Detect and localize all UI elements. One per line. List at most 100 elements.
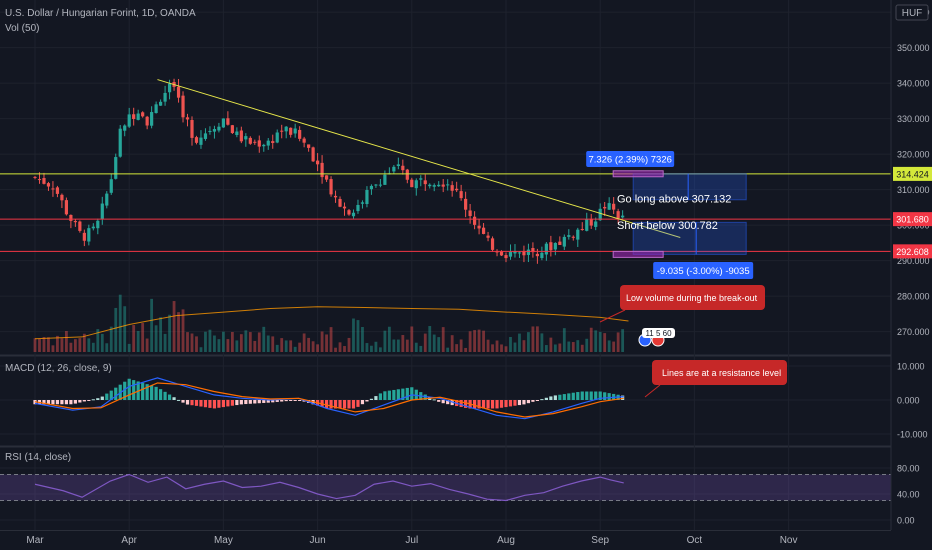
time-axis[interactable]: Mar Apr May Jun Jul Aug Sep Oct Nov (26, 535, 797, 546)
candle (473, 216, 477, 225)
event-badges[interactable]: 11 5 60 (638, 328, 675, 347)
macd-histogram-bar (284, 400, 288, 402)
candle (239, 130, 243, 142)
volume-bar (73, 339, 77, 352)
volume-callout-pointer (599, 309, 626, 323)
candle (531, 247, 535, 253)
volume-bar (87, 338, 91, 352)
candle (526, 249, 531, 255)
candle (499, 251, 504, 256)
candle (217, 126, 221, 131)
candle (621, 215, 625, 218)
long-position-box[interactable] (632, 173, 747, 201)
macd-histogram-bar (235, 400, 239, 406)
event-count-badge (642, 328, 675, 338)
macd-histogram-bar (212, 400, 217, 409)
candle (459, 191, 463, 199)
chart-annotation[interactable]: Short below 300.782 (617, 220, 718, 232)
volume-bar (544, 345, 548, 352)
candle (522, 251, 526, 256)
volume-bar (562, 328, 566, 352)
candle (419, 178, 423, 180)
candle (441, 184, 445, 187)
macd-histogram-bar (571, 392, 575, 400)
volume-bar (527, 332, 530, 352)
macd-signal-line (34, 382, 624, 418)
macd-histogram-bar (132, 380, 136, 400)
candle (414, 180, 418, 189)
trendline[interactable] (157, 79, 681, 239)
candle (490, 238, 495, 250)
macd-histogram-bar (621, 395, 625, 400)
volume-bar (199, 347, 203, 352)
volume-bar (401, 335, 405, 352)
candle (450, 185, 454, 191)
macd-histogram-bar (549, 396, 553, 400)
volume-bar (441, 327, 445, 352)
volume-bar (275, 344, 279, 352)
macd-callout[interactable]: Lines are at a resistance level (644, 360, 787, 398)
candle (365, 190, 369, 205)
macd-histogram-bar (423, 394, 427, 400)
event-count-text: 11 5 60 (645, 329, 672, 338)
volume-bar (361, 326, 364, 352)
volume-bar (365, 343, 369, 352)
volume-ma-line (34, 306, 629, 340)
volume-callout[interactable]: Low volume during the break-out (599, 285, 765, 323)
macd-histogram-bar (558, 394, 562, 400)
short-position-box[interactable] (632, 221, 747, 255)
volume-bar (598, 331, 602, 352)
macd-histogram-bar (356, 400, 360, 407)
volume-label: Vol (50) (5, 23, 39, 34)
candle (87, 228, 91, 242)
macd-histogram-bar (405, 387, 409, 400)
macd-histogram-bar (208, 400, 212, 408)
macd-histogram-bar (410, 387, 414, 400)
volume-bar (316, 344, 319, 352)
candle (316, 160, 320, 165)
candle (603, 206, 607, 209)
chart-annotation[interactable]: Go long above 307.132 (617, 193, 731, 205)
candle (558, 241, 562, 245)
level-price-tag-text: 301.680 (896, 215, 929, 225)
macd-histogram-bar (293, 400, 297, 401)
volume-bar (82, 333, 86, 352)
macd-histogram-bar (185, 400, 190, 405)
drawing-overlays[interactable]: 7.326 (2.39%) 7326 -9.035 (-3.00%) -9035 G… (0, 79, 891, 347)
macd-histogram-bar (55, 400, 60, 405)
candle (199, 137, 203, 145)
volume-bar (51, 345, 55, 352)
volume-bar (486, 339, 490, 352)
volume-bar (91, 342, 95, 352)
candle (320, 162, 324, 178)
macd-histogram-bar (490, 400, 495, 409)
candle (78, 221, 82, 231)
candle (244, 136, 248, 140)
volume-bar (446, 347, 450, 352)
candle (123, 125, 127, 131)
macd-histogram-bar (513, 400, 517, 406)
level-price-tag (893, 244, 932, 259)
candle (307, 144, 311, 148)
volume-bar (213, 335, 216, 352)
volume-bar (379, 347, 382, 352)
macd-histogram-bar (275, 400, 279, 402)
macd-histogram-bar (262, 400, 266, 403)
time-tick-label: Aug (497, 535, 515, 546)
candle (212, 129, 217, 132)
volume-bar (181, 309, 185, 352)
macd-histogram-bar (477, 400, 481, 409)
currency-badge[interactable] (895, 4, 929, 21)
price-axis[interactable]: 360.000350.000340.000330.000320.000310.0… (890, 0, 932, 550)
volume-bar (536, 326, 539, 352)
volume-bar (123, 306, 127, 352)
rsi-tick-label: 0.00 (897, 516, 915, 526)
macd-histogram-bar (91, 399, 95, 401)
volume-bar (204, 331, 207, 352)
volume-bar (374, 341, 378, 352)
volume-bar (60, 338, 64, 352)
macd-histogram-bar (271, 400, 275, 403)
candle (136, 113, 140, 120)
candle (342, 206, 347, 209)
